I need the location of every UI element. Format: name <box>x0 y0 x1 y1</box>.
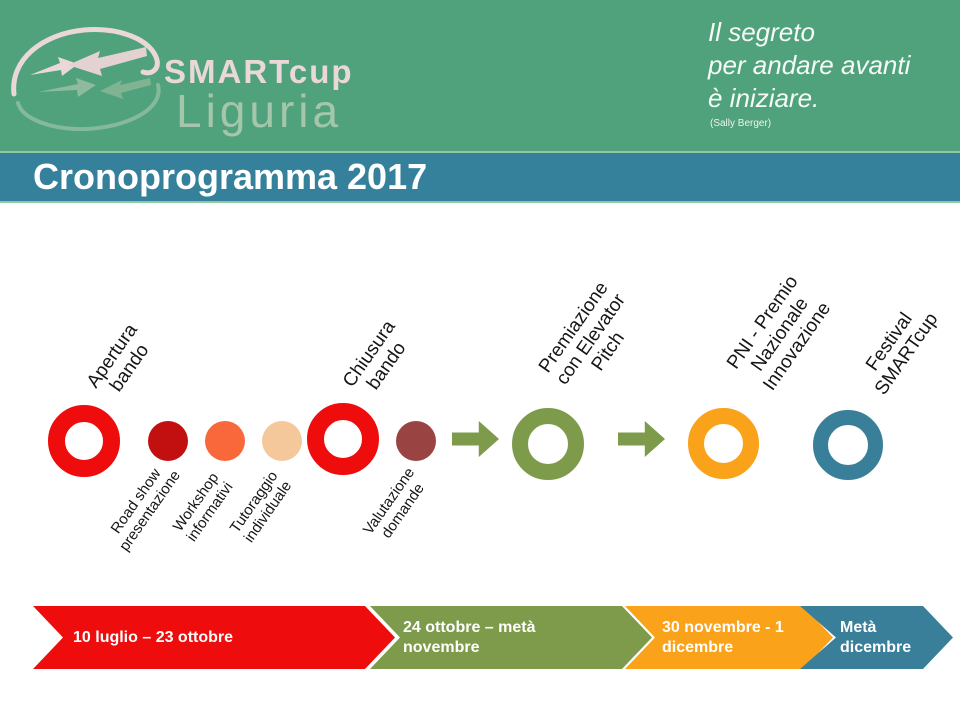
milestone-ring-chiusura-bando <box>307 403 379 475</box>
phase-bar-2-label: 24 ottobre – metà novembre <box>403 618 536 656</box>
phase-bar-4-label: Metà dicembre <box>840 618 912 656</box>
page-title: Cronoprogramma 2017 <box>33 156 428 197</box>
activity-dot-valutazione <box>396 421 436 461</box>
milestone-ring-festival <box>813 410 883 480</box>
quote-text: Il segreto per andare avanti è iniziare. <box>708 17 911 113</box>
milestone-label-apertura: Apertura bando <box>82 320 154 396</box>
milestone-ring-premiazione <box>512 408 584 480</box>
milestone-label-festival: Festival SMARTcup <box>862 309 943 399</box>
milestone-ring-pni <box>688 408 759 479</box>
phase-bar-2: 24 ottobre – metà novembre <box>370 606 652 669</box>
milestone-label-premiazione: Premiazione con Elevator Pitch <box>534 278 630 389</box>
activity-dot-road-show <box>148 421 188 461</box>
activity-dot-workshop <box>205 421 245 461</box>
phase-bar-1-label: 10 luglio – 23 ottobre <box>73 628 234 646</box>
smartcup-logo-icon <box>11 27 161 132</box>
milestone-label-pni: PNI - Premio Nazionale Innovazione <box>723 271 836 395</box>
milestone-label-chiusura: Chiusura bando <box>338 316 411 394</box>
phase-bar-3-label: 30 novembre - 1 dicembre <box>662 618 784 656</box>
flow-arrow-icon <box>452 421 499 457</box>
phase-bar-3: 30 novembre - 1 dicembre <box>625 606 833 669</box>
flow-arrow-icon <box>618 421 665 457</box>
quote-attribution: (Sally Berger) <box>710 118 772 129</box>
phase-bar-1: 10 luglio – 23 ottobre <box>33 606 395 669</box>
header-band: SMARTcup Liguria Il segreto per andare a… <box>0 0 960 151</box>
title-bar: Cronoprogramma 2017 <box>0 151 960 203</box>
logo-brand-text: SMARTcup <box>164 53 354 90</box>
milestone-ring-apertura-bando <box>48 405 120 477</box>
activity-dot-tutoraggio <box>262 421 302 461</box>
logo-region-text: Liguria <box>176 85 343 137</box>
